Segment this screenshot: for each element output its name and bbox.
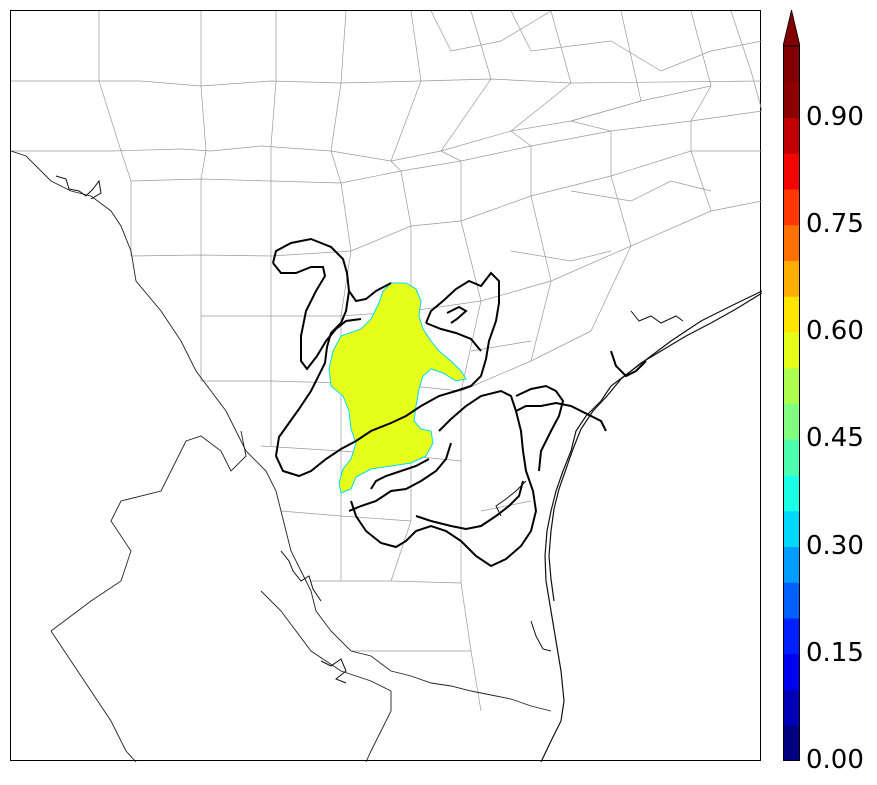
colorbar-segment: [783, 296, 800, 333]
colorbar-tick-label: 0.45: [806, 423, 864, 454]
mexico-state-boundary: [50, 430, 247, 632]
colorbar-segment: [783, 224, 800, 261]
colorbar-outline: [783, 45, 800, 761]
probability-field: [328, 282, 467, 494]
colorbar-tick-label: 0.75: [806, 208, 864, 239]
international-border: [11, 150, 552, 712]
colorbar-segment: [783, 153, 800, 190]
colorbar-segment: [783, 582, 800, 619]
colorbar-segment: [783, 332, 800, 369]
map-canvas: [11, 11, 762, 762]
colorbar-segment: [783, 475, 800, 512]
map-panel: [10, 10, 762, 762]
colorbar-tick-label: 0.30: [806, 530, 864, 561]
colorbar-tick-label: 0.15: [806, 637, 864, 668]
colorbar-segment: [783, 618, 800, 655]
colorbar-tick-label: 0.60: [806, 316, 864, 346]
colorbar-segment: [783, 81, 800, 118]
plume-contours: [272, 237, 647, 568]
colorbar-segment: [783, 260, 800, 297]
coastline: [540, 290, 762, 762]
colorbar-tick-label: 0.90: [806, 101, 864, 132]
colorbar-segment: [783, 46, 800, 83]
colorbar-tick-label: 0.00: [806, 745, 864, 775]
colorbar-segment: [783, 653, 800, 690]
colorbar-segment: [783, 367, 800, 404]
colorbar-segment: [783, 189, 800, 226]
inlet-details: [55, 175, 684, 684]
colorbar-segment: [783, 510, 800, 547]
colorbar-segment: [783, 725, 800, 761]
colorbar-segment: [783, 403, 800, 440]
colorbar-segment: [783, 439, 800, 476]
colorbar: [783, 10, 800, 761]
colorbar-segment: [783, 117, 800, 154]
colorbar-segment: [783, 689, 800, 726]
colorbar-extend-max: [783, 10, 800, 47]
colorbar-segment: [783, 546, 800, 583]
